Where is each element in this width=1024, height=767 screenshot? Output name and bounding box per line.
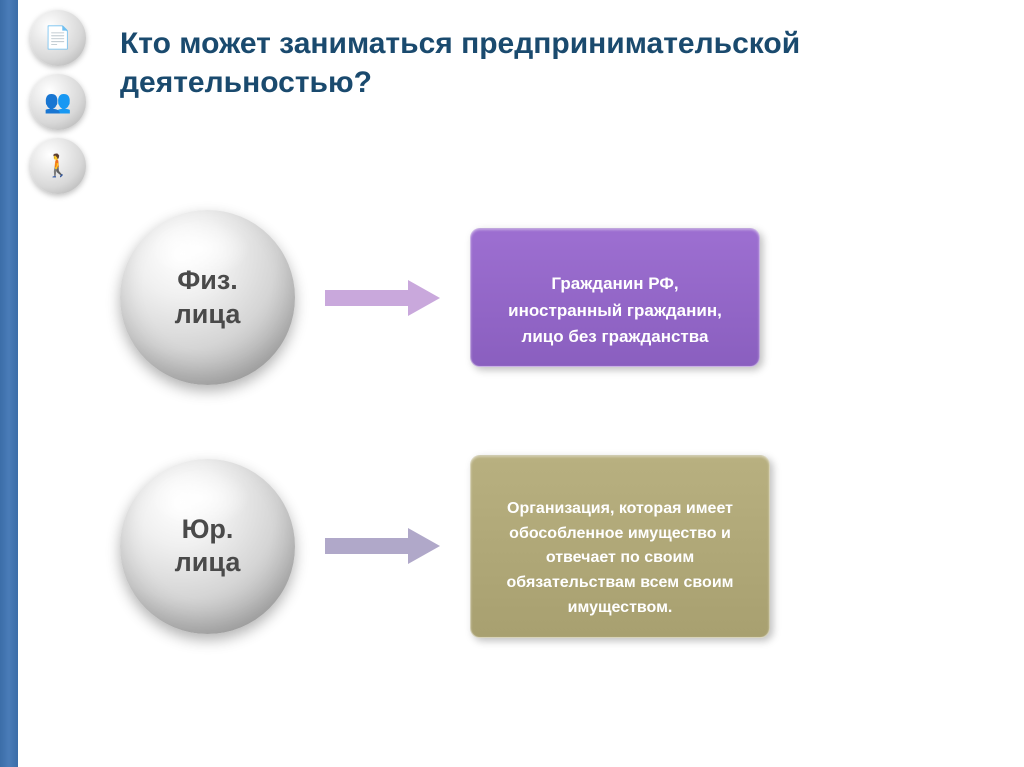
- arrow-head: [408, 528, 440, 564]
- box-individuals-text: Гражданин РФ, иностранный гражданин, лиц…: [508, 274, 722, 346]
- box-individuals: Гражданин РФ, иностранный гражданин, лиц…: [470, 228, 760, 367]
- people-icon-glyph: 👥: [39, 83, 77, 121]
- walking-icon: 🚶: [30, 138, 86, 194]
- arrow-body: [325, 290, 410, 306]
- documents-icon-glyph: 📄: [39, 19, 77, 57]
- sphere-individuals: Физ. лица: [120, 210, 295, 385]
- box-legal-text: Организация, которая имеет обособленное …: [507, 500, 734, 616]
- page-title: Кто может заниматься предпринимательской…: [120, 24, 1024, 102]
- sphere-legal-label: Юр. лица: [175, 513, 241, 581]
- box-legal: Организация, которая имеет обособленное …: [470, 455, 770, 638]
- arrow-body: [325, 538, 410, 554]
- sphere-individuals-label: Физ. лица: [175, 264, 241, 332]
- documents-icon: 📄: [30, 10, 86, 66]
- sphere-legal: Юр. лица: [120, 459, 295, 634]
- row-legal: Юр. лица Организация, которая имеет обос…: [120, 455, 770, 638]
- people-icon: 👥: [30, 74, 86, 130]
- arrow-legal: [325, 528, 440, 564]
- left-accent-stripe: [0, 0, 18, 767]
- sidebar-icon-column: 📄 👥 🚶: [30, 10, 86, 194]
- walking-icon-glyph: 🚶: [39, 147, 77, 185]
- arrow-individuals: [325, 280, 440, 316]
- diagram-content: Физ. лица Гражданин РФ, иностранный граж…: [120, 210, 770, 708]
- arrow-head: [408, 280, 440, 316]
- row-individuals: Физ. лица Гражданин РФ, иностранный граж…: [120, 210, 770, 385]
